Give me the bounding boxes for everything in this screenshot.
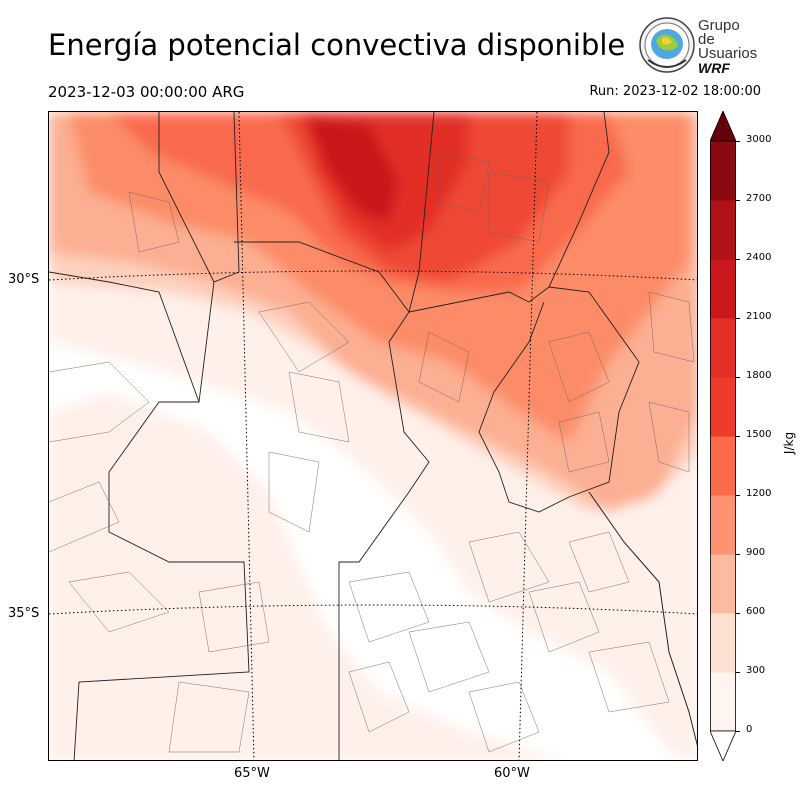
lon-label-65w: 65°W (234, 766, 270, 781)
meridian-65w (238, 112, 255, 760)
parallel-35s (49, 604, 697, 615)
cape-band-2100-2400 (307, 118, 399, 222)
coastline (588, 491, 697, 747)
colorbar-tick-label: 600 (746, 606, 766, 617)
colorbar-tick-mark (736, 318, 740, 319)
province-boundaries (49, 112, 640, 760)
meridian-60w (518, 112, 538, 760)
run-time: Run: 2023-12-02 18:00:00 (589, 84, 761, 99)
chart-title: Energía potencial convectiva disponible (48, 28, 626, 62)
colorbar-segment (710, 672, 736, 732)
colorbar-tick-mark (736, 377, 740, 378)
colorbar-tick-label: 2700 (746, 193, 772, 204)
colorbar-tick-mark (736, 672, 740, 673)
wrf-logo: Grupo de Usuarios WRF (638, 16, 758, 76)
colorbar-segment (710, 200, 736, 260)
colorbar (710, 111, 736, 761)
colorbar-tick-label: 300 (746, 665, 766, 676)
colorbar-tick-mark (736, 436, 740, 437)
colorbar-segment (710, 554, 736, 614)
lon-label-60w: 60°W (494, 766, 530, 781)
logo-line2: Usuarios (698, 45, 758, 62)
lat-label-35s: 35°S (8, 606, 40, 621)
colorbar-tick-mark (736, 613, 740, 614)
logo-line1: Grupo de (698, 17, 740, 48)
colorbar-segment (710, 377, 736, 437)
colorbar-segment (710, 318, 736, 378)
colorbar-segment (710, 436, 736, 496)
cape-map[interactable] (48, 111, 698, 761)
colorbar-segment (710, 141, 736, 201)
colorbar-tick-mark (736, 141, 740, 142)
globe-seal-icon (639, 17, 695, 73)
colorbar-tick-mark (736, 200, 740, 201)
colorbar-tick-label: 0 (746, 724, 753, 735)
colorbar-tick-mark (736, 259, 740, 260)
colorbar-tick-label: 1200 (746, 488, 772, 499)
colorbar-tick-label: 900 (746, 547, 766, 558)
department-boundaries (49, 151, 695, 753)
colorbar-extend-max (710, 111, 736, 142)
colorbar-segment (710, 259, 736, 319)
colorbar-tick-label: 1800 (746, 370, 772, 381)
colorbar-unit: J/kg (782, 431, 797, 455)
colorbar-segment (710, 613, 736, 673)
parallel-30s (49, 270, 697, 281)
colorbar-extend-min (710, 730, 736, 761)
colorbar-tick-label: 3000 (746, 134, 772, 145)
colorbar-tick-mark (736, 731, 740, 732)
colorbar-tick-label: 2400 (746, 252, 772, 263)
cape-field (49, 112, 697, 760)
colorbar-tick-mark (736, 554, 740, 555)
lat-label-30s: 30°S (8, 272, 40, 287)
valid-time: 2023-12-03 00:00:00 ARG (48, 83, 245, 101)
colorbar-segment (710, 495, 736, 555)
logo-line3: WRF (698, 60, 730, 76)
colorbar-tick-label: 1500 (746, 429, 772, 440)
colorbar-tick-label: 2100 (746, 311, 772, 322)
graticule (49, 112, 697, 760)
colorbar-tick-mark (736, 495, 740, 496)
map-canvas (49, 112, 697, 760)
